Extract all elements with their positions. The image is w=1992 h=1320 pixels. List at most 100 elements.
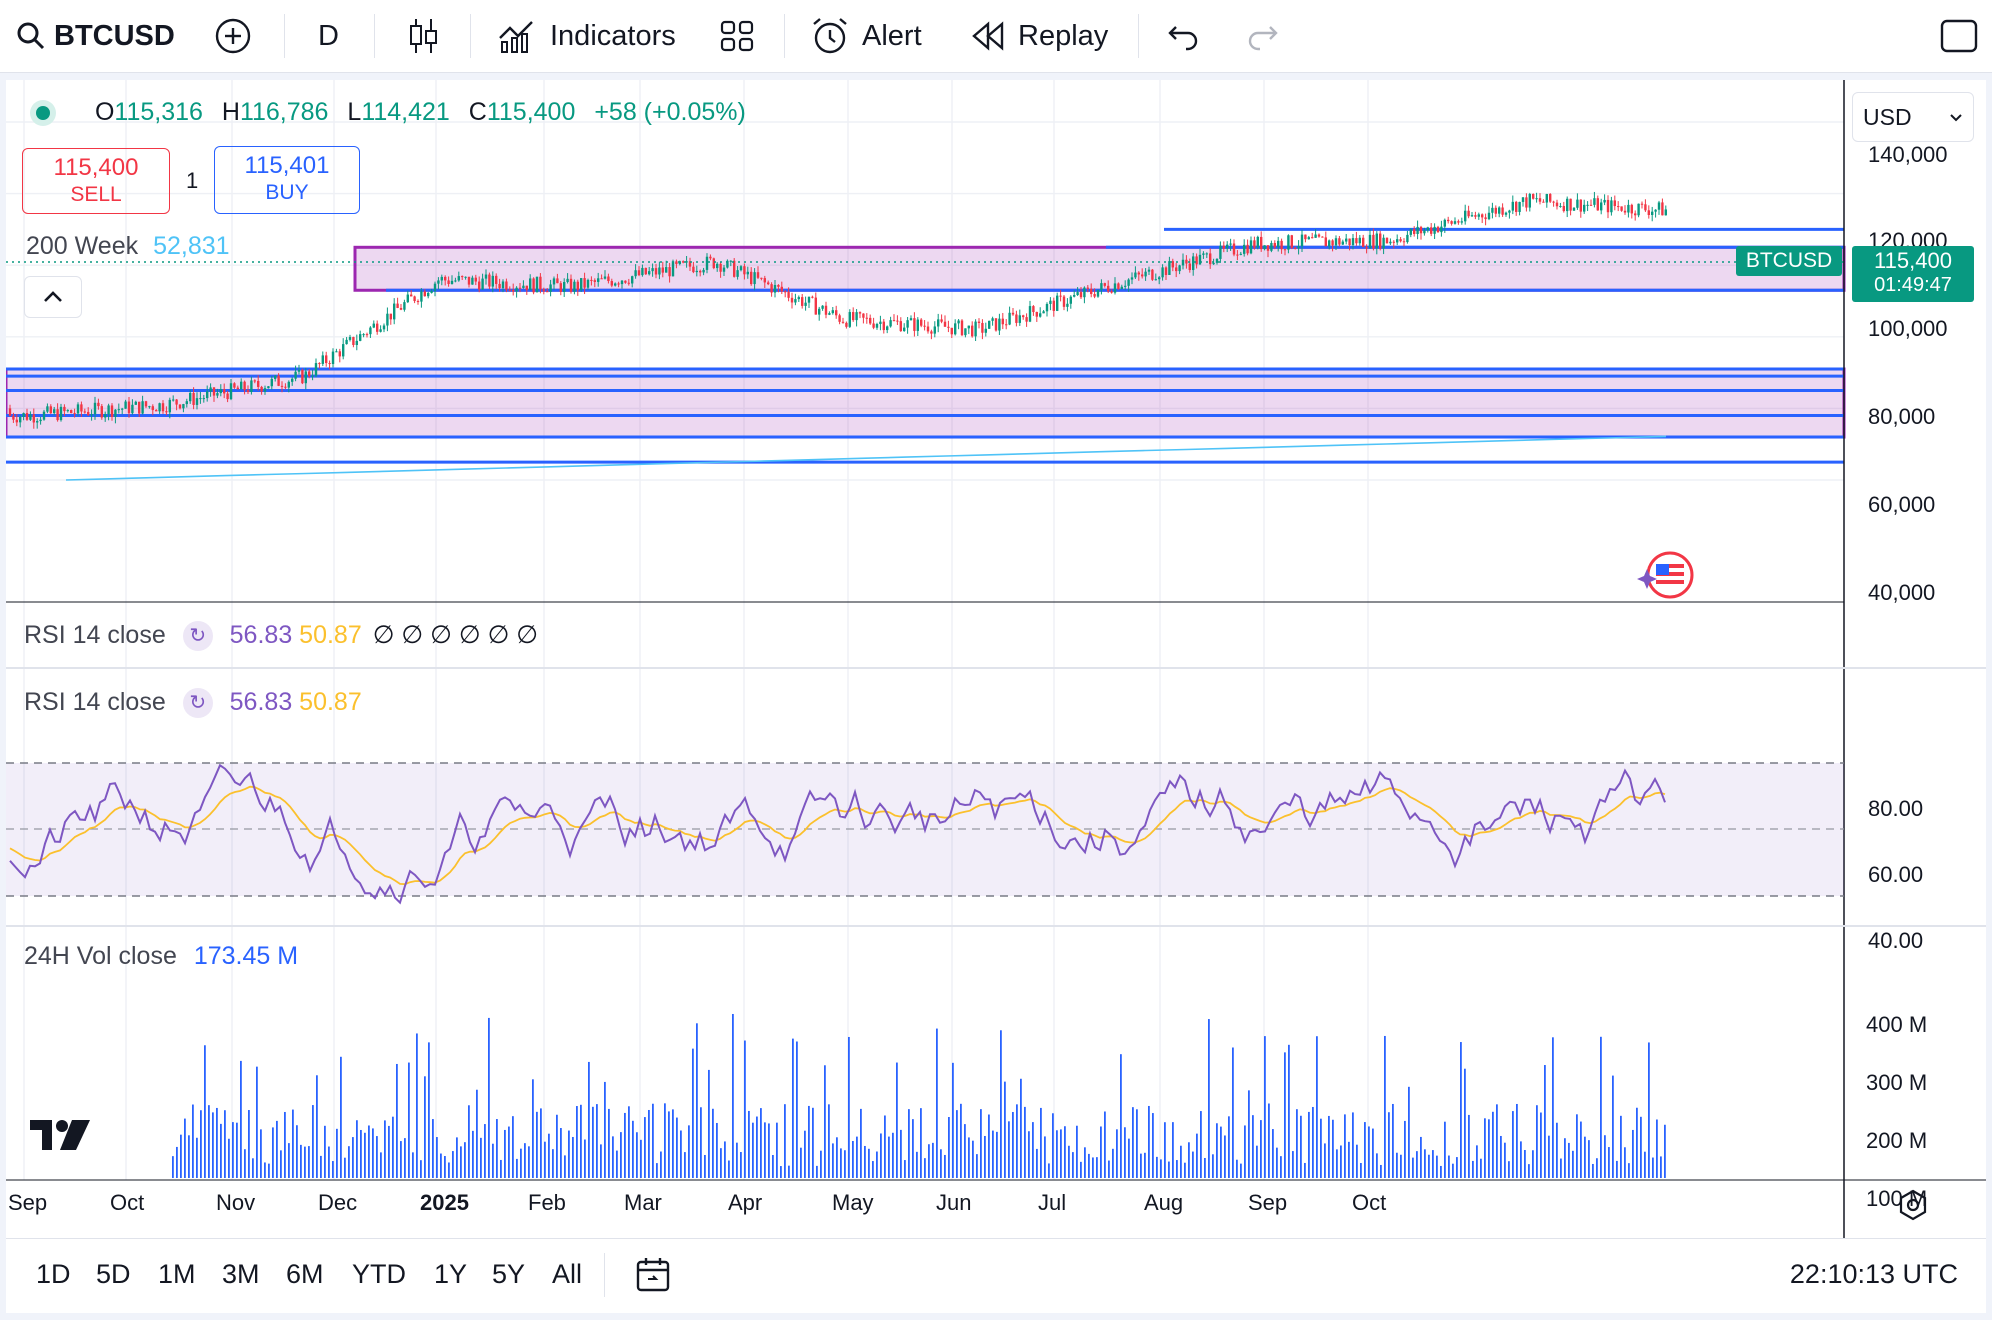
volume-bar: [504, 1129, 506, 1178]
candle-body: [1576, 199, 1579, 208]
volume-bar: [1548, 1135, 1550, 1178]
indicators-button[interactable]: Indicators: [498, 12, 676, 60]
volume-bar: [1188, 1142, 1190, 1178]
symbol-search-button[interactable]: BTCUSD: [16, 12, 175, 60]
volume-bar: [1216, 1123, 1218, 1178]
candle-body: [131, 404, 134, 414]
alert-button[interactable]: Alert: [810, 12, 922, 60]
volume-bar: [736, 1142, 738, 1178]
range-1y-button[interactable]: 1Y: [434, 1259, 468, 1289]
volume-bar: [1332, 1119, 1334, 1178]
undo-icon: [1168, 26, 1198, 51]
volume-bar: [640, 1139, 642, 1178]
rsi-collapsed-legend[interactable]: RSI 14 close ↻ 56.83 50.87 ∅ ∅ ∅ ∅ ∅ ∅: [24, 620, 538, 652]
range-5y-button[interactable]: 5Y: [492, 1259, 526, 1289]
candle-body: [512, 289, 515, 292]
rsi-legend[interactable]: RSI 14 close ↻ 56.83 50.87: [24, 688, 362, 719]
range-6m-button[interactable]: 6M: [286, 1259, 324, 1289]
candle-body: [379, 329, 382, 332]
candle-body: [566, 278, 569, 283]
candle-body: [1154, 279, 1157, 281]
sell-button[interactable]: 115,400 SELL: [22, 148, 170, 214]
range-1m-button[interactable]: 1M: [158, 1259, 196, 1289]
candle-body: [1032, 306, 1035, 313]
chart-type-button[interactable]: [406, 12, 440, 60]
add-symbol-button[interactable]: [214, 12, 252, 60]
volume-bar: [1428, 1154, 1430, 1178]
volume-bar: [584, 1139, 586, 1178]
volume-bar: [1168, 1161, 1170, 1178]
candle-body: [25, 413, 29, 420]
clock[interactable]: 22:10:13 UTC: [1789, 1259, 1958, 1289]
volume-bar: [1244, 1125, 1246, 1178]
open-label: O: [94, 98, 115, 126]
candle-body: [726, 260, 729, 268]
candle-body: [141, 401, 144, 414]
volume-bar: [632, 1120, 634, 1178]
fullscreen-icon: [1940, 19, 1978, 53]
range-all-button[interactable]: All: [552, 1259, 583, 1289]
candle-body: [246, 390, 250, 392]
currency-select[interactable]: USD: [1852, 92, 1974, 142]
candle-body: [1518, 201, 1521, 212]
price-axis[interactable]: 140,000 120,000 100,000 80,000 60,000 40…: [1844, 80, 1986, 605]
order-quantity[interactable]: 1: [186, 168, 199, 193]
volume-bar: [684, 1152, 686, 1178]
redo-icon: [1248, 26, 1278, 51]
candle-body: [498, 283, 501, 289]
range-ytd-button[interactable]: YTD: [352, 1259, 406, 1289]
candle-body: [416, 301, 420, 303]
candle-body: [488, 274, 491, 287]
volume-legend[interactable]: 24H Vol close 173.45 M: [24, 942, 298, 971]
collapse-legend-button[interactable]: [24, 276, 82, 318]
range-1d-button[interactable]: 1D: [36, 1259, 71, 1289]
volume-axis[interactable]: 400 M 300 M 200 M 100 M: [1844, 928, 1986, 1211]
chart-panel[interactable]: O115,316 H116,786 L114,421 C115,400 +58 …: [6, 80, 1986, 1312]
go-to-date-button[interactable]: [634, 1255, 674, 1300]
market-status-dot[interactable]: [36, 106, 50, 121]
undo-button[interactable]: [1166, 12, 1202, 60]
candle-body: [1151, 269, 1154, 280]
volume-bar: [1276, 1147, 1278, 1178]
chart-settings-button[interactable]: [1896, 1188, 1930, 1227]
candle-body: [1657, 202, 1661, 210]
volume-bar: [1624, 1147, 1626, 1178]
range-5d-button[interactable]: 5D: [96, 1259, 131, 1289]
volume-bar: [240, 1060, 242, 1178]
candle-body: [665, 267, 668, 273]
candle-body: [654, 268, 658, 275]
candle-body: [661, 267, 664, 273]
range-3m-button[interactable]: 3M: [222, 1259, 260, 1289]
volume-bar: [1544, 1065, 1546, 1178]
candle-body: [573, 281, 576, 292]
candle-body: [1028, 306, 1032, 322]
redo-button[interactable]: [1244, 12, 1280, 60]
volume-bar: [1600, 1036, 1602, 1178]
candle-body: [138, 401, 141, 414]
candle-body: [263, 388, 267, 392]
candle-body: [1066, 303, 1069, 307]
volume-bar: [512, 1116, 514, 1178]
candle-body: [906, 320, 909, 328]
time-axis[interactable]: Sep Oct Nov Dec 2025 Feb Mar Apr May Jun Jul Aug Sep…: [6, 1190, 1844, 1230]
volume-bar: [204, 1045, 206, 1178]
time-tick: Sep: [8, 1190, 48, 1215]
chart-canvas[interactable]: [6, 80, 1986, 1312]
candle-body: [301, 370, 304, 384]
layouts-button[interactable]: [720, 12, 754, 60]
interval-button[interactable]: D: [318, 12, 339, 60]
volume-bar: [1464, 1068, 1466, 1178]
candle-body: [151, 406, 154, 411]
us-economic-event-icon[interactable]: [1637, 551, 1694, 599]
chevron-up-icon: [44, 291, 62, 302]
fullscreen-button[interactable]: [1940, 12, 1978, 60]
volume-bar: [1568, 1142, 1570, 1178]
candle-body: [274, 375, 277, 379]
replay-button[interactable]: Replay: [970, 12, 1108, 60]
candle-body: [1164, 267, 1168, 275]
buy-button[interactable]: 115,401 BUY: [214, 146, 360, 214]
candle-body: [1436, 226, 1440, 233]
volume-bar: [668, 1111, 670, 1178]
ma-legend[interactable]: 200 Week 52,831: [26, 232, 230, 261]
rsi-axis[interactable]: 80.00 60.00 40.00: [1844, 670, 1986, 953]
